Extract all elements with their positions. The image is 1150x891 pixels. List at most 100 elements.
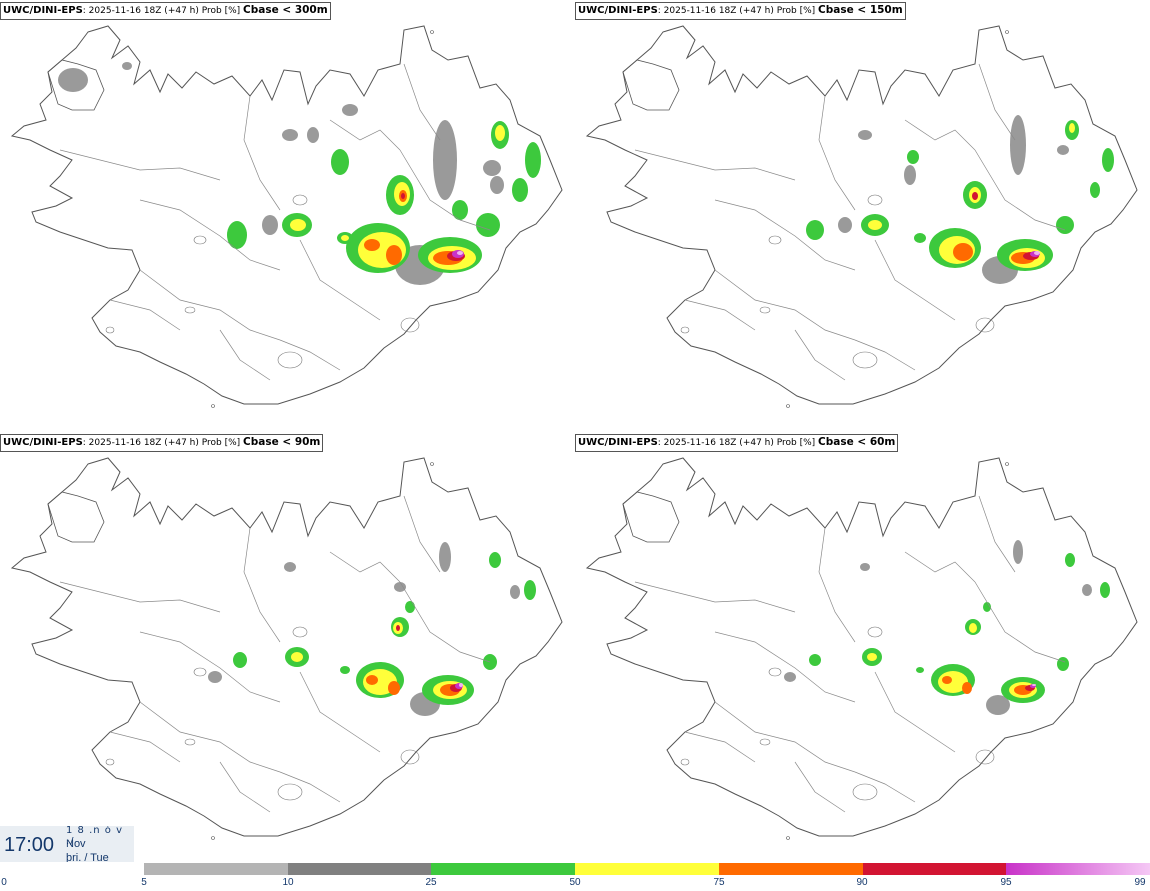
lake-outline: [853, 352, 877, 368]
lake-outline: [278, 784, 302, 800]
probability-field: [452, 200, 468, 220]
lake-outline: [293, 195, 307, 205]
probability-field: [1032, 684, 1036, 686]
district-boundary: [110, 732, 180, 762]
westfjord-outline: [623, 492, 679, 542]
probability-field: [1090, 182, 1100, 198]
valid-weekday: þri. / Tue: [66, 852, 109, 862]
district-boundary: [400, 582, 490, 662]
panel-title: UWC/DINI-EPS: 2025-11-16 18Z (+47 h) Pro…: [0, 2, 331, 20]
coastline: [12, 458, 562, 836]
district-boundary: [140, 632, 280, 702]
island: [1006, 31, 1009, 34]
map-panel-60m: UWC/DINI-EPS: 2025-11-16 18Z (+47 h) Pro…: [575, 432, 1150, 862]
coastline: [587, 458, 1137, 836]
lake-outline: [185, 307, 195, 313]
panel-title: UWC/DINI-EPS: 2025-11-16 18Z (+47 h) Pro…: [575, 2, 906, 20]
district-boundary: [140, 270, 280, 340]
iceland-map: [575, 432, 1150, 862]
probability-field: [433, 120, 457, 200]
probability-field: [1065, 553, 1075, 567]
colorbar-tick: 10: [282, 877, 293, 888]
probability-field: [525, 142, 541, 178]
district-boundary: [979, 64, 1015, 140]
probability-field: [439, 542, 451, 572]
island: [212, 405, 215, 408]
district-boundary: [819, 528, 855, 642]
colorbar-tick: 0: [1, 877, 7, 888]
district-boundary: [140, 702, 280, 772]
probability-field: [867, 653, 877, 661]
lake-outline: [106, 759, 114, 765]
probability-field: [1057, 657, 1069, 671]
lake-outline: [194, 668, 206, 676]
probability-field: [809, 654, 821, 666]
probability-field: [58, 68, 88, 92]
probability-field: [904, 165, 916, 185]
iceland-map: [0, 432, 575, 862]
island: [212, 837, 215, 840]
lake-outline: [278, 352, 302, 368]
lake-outline: [681, 759, 689, 765]
probability-field: [208, 671, 222, 683]
district-boundary: [855, 772, 915, 802]
district-boundary: [685, 732, 755, 762]
probability-field: [457, 251, 463, 255]
probability-field: [282, 129, 298, 141]
probability-field: [858, 130, 872, 140]
probability-field: [953, 243, 973, 261]
probability-field: [489, 552, 501, 568]
probability-field: [972, 192, 978, 200]
westfjord-outline: [48, 492, 104, 542]
probability-field: [1057, 145, 1069, 155]
lake-outline: [194, 236, 206, 244]
lake-outline: [868, 627, 882, 637]
probability-colorbar: [144, 863, 1150, 875]
lake-outline: [769, 236, 781, 244]
district-boundary: [110, 300, 180, 330]
probability-field: [483, 160, 501, 176]
district-boundary: [715, 200, 855, 270]
probability-field: [388, 681, 400, 695]
island: [787, 837, 790, 840]
probability-field: [284, 562, 296, 572]
district-boundary: [404, 496, 440, 572]
probability-field: [366, 675, 378, 685]
probability-field: [916, 667, 924, 673]
lake-outline: [760, 739, 770, 745]
island: [431, 463, 434, 466]
valid-time-box: 17:00 1 8 .n ó v ./ Nov þri. / Tue: [0, 826, 134, 862]
map-panel-300m: UWC/DINI-EPS: 2025-11-16 18Z (+47 h) Pro…: [0, 0, 575, 430]
colorbar-tick: 5: [141, 877, 147, 888]
colorbar-tick: 75: [713, 877, 724, 888]
island: [431, 31, 434, 34]
probability-field: [233, 652, 247, 668]
district-boundary: [635, 582, 795, 612]
district-boundary: [715, 702, 855, 772]
district-boundary: [855, 340, 915, 370]
probability-field: [394, 582, 406, 592]
probability-field: [524, 580, 536, 600]
district-boundary: [60, 582, 220, 612]
lake-outline: [401, 750, 419, 764]
probability-field: [476, 213, 500, 237]
colorbar-segment: [431, 863, 575, 875]
map-panel-150m: UWC/DINI-EPS: 2025-11-16 18Z (+47 h) Pro…: [575, 0, 1150, 430]
district-boundary: [244, 528, 280, 642]
probability-field: [1010, 115, 1026, 175]
colorbar-tick: 90: [856, 877, 867, 888]
probability-field: [969, 623, 977, 633]
district-boundary: [715, 632, 855, 702]
district-boundary: [635, 150, 795, 180]
lake-outline: [681, 327, 689, 333]
district-boundary: [220, 762, 270, 812]
district-boundary: [819, 96, 855, 210]
colorbar-segment: [863, 863, 1007, 875]
probability-field: [1056, 216, 1074, 234]
probability-field: [1082, 584, 1092, 596]
probability-field: [942, 676, 952, 684]
district-boundary: [220, 330, 270, 380]
district-boundary: [975, 582, 1065, 662]
lake-outline: [868, 195, 882, 205]
probability-field: [307, 127, 319, 143]
